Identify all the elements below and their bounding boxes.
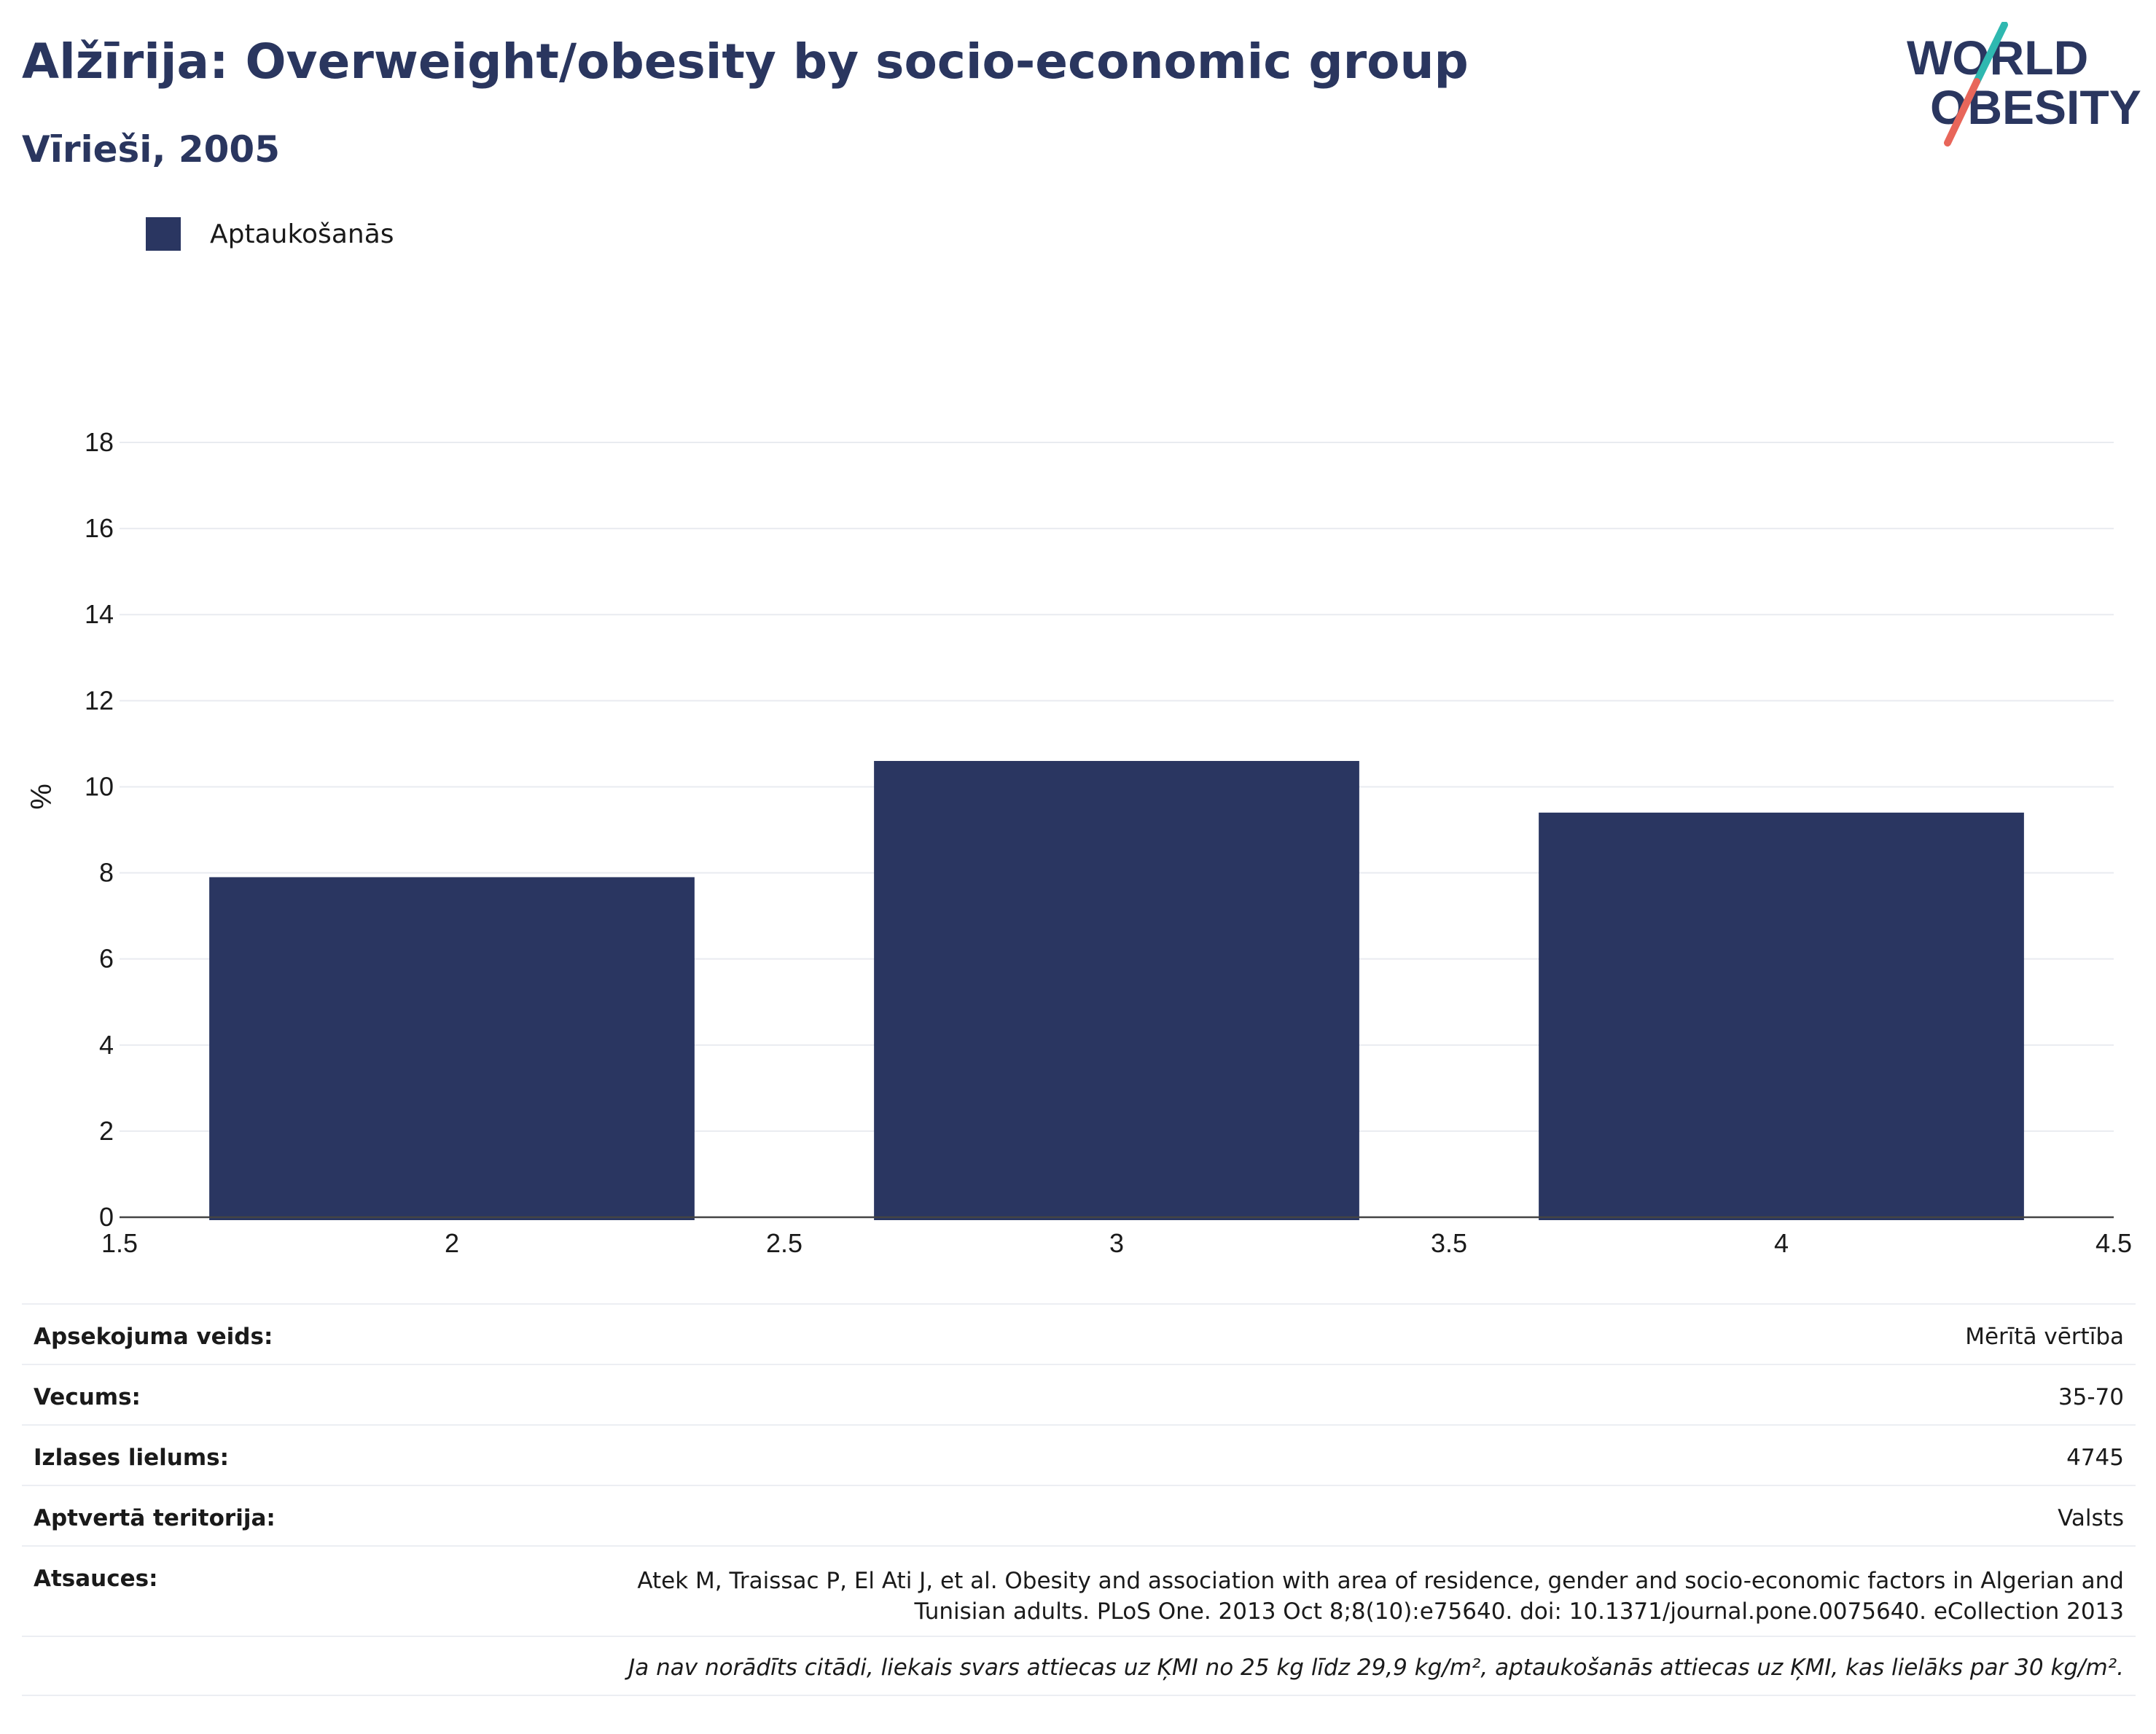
page-title: Alžīrija: Overweight/obesity by socio-ec…	[22, 34, 1469, 90]
info-row-sample-size: Izlases lielums: 4745	[22, 1424, 2136, 1485]
age-label: Vecums:	[34, 1384, 141, 1410]
survey-type-value: Mērītā vērtība	[1965, 1324, 2124, 1350]
references-value: Atek M, Traissac P, El Ati J, et al. Obe…	[637, 1568, 2124, 1625]
sample-size-value: 4745	[2066, 1445, 2124, 1471]
y-axis-label: %	[26, 784, 58, 810]
y-tick-label: 18	[85, 427, 114, 457]
x-tick-label: 2	[445, 1228, 459, 1258]
territory-label: Aptvertā teritorija:	[34, 1505, 276, 1531]
bar-chart: 0 2 4 6 8 10 12 14 16 18 1.5 2 2.5 3 3.5 4 4.5%	[26, 427, 2132, 1258]
legend-label: Aptaukošanās	[210, 219, 394, 249]
x-tick-label: 4.5	[2096, 1228, 2132, 1258]
page-subtitle: Vīrieši, 2005	[22, 128, 281, 171]
y-tick-label: 0	[99, 1202, 114, 1232]
logo-slash-top	[1973, 22, 2008, 85]
bar	[209, 877, 695, 1220]
y-tick-label: 2	[99, 1116, 114, 1146]
bar	[1539, 812, 2024, 1220]
survey-type-label: Apsekojuma veids:	[34, 1324, 273, 1350]
info-row-references: Atsauces: Atek M, Traissac P, El Ati J, …	[22, 1545, 2136, 1636]
y-tick-label: 14	[85, 599, 114, 629]
info-row-territory: Aptvertā teritorija: Valsts	[22, 1485, 2136, 1545]
territory-value: Valsts	[2058, 1505, 2124, 1531]
y-tick-label: 4	[99, 1030, 114, 1060]
y-tick-label: 6	[99, 944, 114, 974]
x-tick-label: 3.5	[1431, 1228, 1467, 1258]
references-label: Atsauces:	[34, 1566, 158, 1592]
x-tick-label: 1.5	[101, 1228, 138, 1258]
x-tick-label: 4	[1774, 1228, 1789, 1258]
chart-legend: Aptaukošanās	[146, 217, 394, 251]
world-obesity-logo: WORLD OBESITY	[1907, 22, 2141, 147]
sample-size-label: Izlases lielums:	[34, 1445, 229, 1471]
x-tick-label: 3	[1109, 1228, 1124, 1258]
x-tick-label: 2.5	[766, 1228, 802, 1258]
y-tick-label: 8	[99, 858, 114, 888]
y-tick-label: 10	[85, 771, 114, 801]
age-value: 35-70	[2058, 1384, 2124, 1410]
bar	[874, 761, 1359, 1220]
footnote: Ja nav norādīts citādi, liekais svars at…	[22, 1636, 2136, 1696]
logo-slash-bottom	[1944, 78, 1980, 147]
legend-swatch	[146, 217, 181, 251]
y-tick-label: 12	[85, 685, 114, 715]
info-row-survey-type: Apsekojuma veids: Mērītā vērtība	[22, 1303, 2136, 1364]
info-table: Apsekojuma veids: Mērītā vērtība Vecums:…	[22, 1303, 2136, 1696]
info-row-age: Vecums: 35-70	[22, 1364, 2136, 1424]
y-tick-label: 16	[85, 513, 114, 543]
